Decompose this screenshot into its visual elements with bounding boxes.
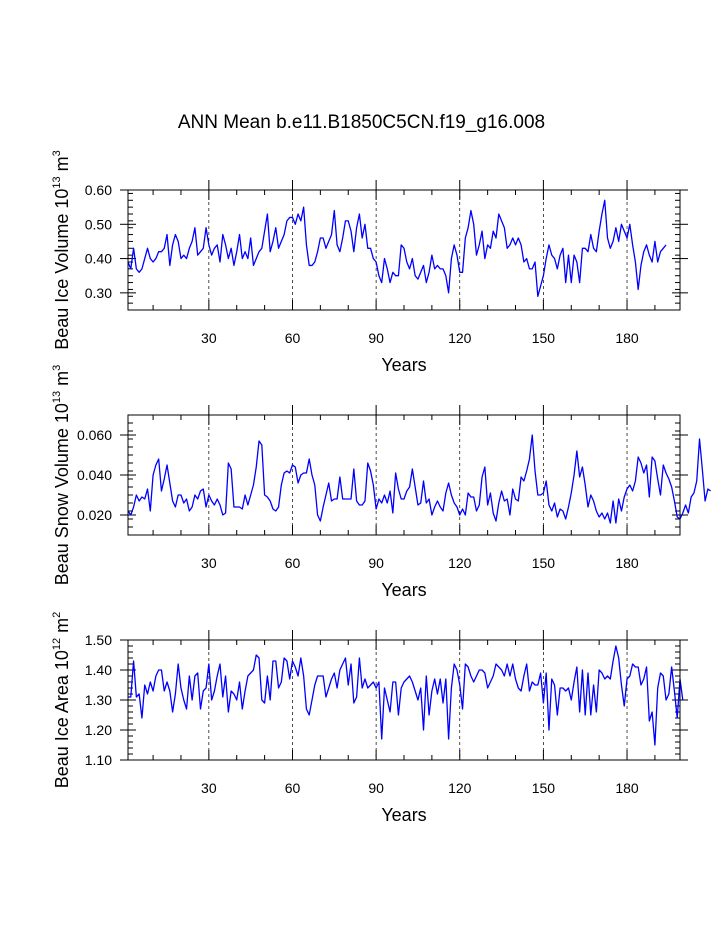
x-tick-label: 120 xyxy=(448,330,472,346)
series-line xyxy=(127,434,712,524)
chart-panel-3: 30 60 90 120 150 180 1.10 1.20 1.30 1.40 1.50 Years… xyxy=(51,612,688,825)
page-title: ANN Mean b.e11.B1850C5CN.f19_g16.008 xyxy=(177,112,546,133)
x-tick-label: 90 xyxy=(368,555,384,571)
chart-panel-1: 30 60 90 120 150 180 0.30 0.40 0.50 0.60 Years Beau… xyxy=(51,150,688,375)
y-tick-label: 0.40 xyxy=(85,251,112,267)
y-tick-label: 0.020 xyxy=(77,507,112,523)
plot-frame xyxy=(127,189,681,311)
x-tick-label: 120 xyxy=(448,555,472,571)
y-axis-label: Beau Snow Volume 1013 m3 xyxy=(51,365,72,586)
x-axis-label: Years xyxy=(381,580,426,600)
y-tick-label: 0.060 xyxy=(77,427,112,443)
x-tick-label: 60 xyxy=(285,330,301,346)
y-tick-label: 0.60 xyxy=(85,182,112,198)
y-tick-label: 0.50 xyxy=(85,216,112,232)
x-tick-label: 180 xyxy=(615,330,639,346)
y-tick-label: 1.50 xyxy=(85,632,112,648)
y-tick-label: 1.30 xyxy=(85,692,112,708)
y-tick-label: 0.040 xyxy=(77,467,112,483)
x-tick-label: 150 xyxy=(532,330,556,346)
y-tick-label: 1.20 xyxy=(85,722,112,738)
y-tick-label: 1.40 xyxy=(85,662,112,678)
y-axis-label: Beau Ice Volume 1013 m3 xyxy=(51,150,72,350)
x-tick-label: 150 xyxy=(532,555,556,571)
series-line xyxy=(128,645,684,746)
x-tick-label: 180 xyxy=(615,555,639,571)
y-tick-label: 1.10 xyxy=(85,752,112,768)
x-tick-label: 180 xyxy=(615,780,639,796)
x-tick-label: 60 xyxy=(285,555,301,571)
x-tick-label: 120 xyxy=(448,780,472,796)
x-tick-label: 90 xyxy=(368,330,384,346)
x-tick-label: 90 xyxy=(368,780,384,796)
x-tick-label: 30 xyxy=(201,780,217,796)
plot-frame xyxy=(127,639,681,761)
y-axis-label: Beau Ice Area 1012 m2 xyxy=(51,612,72,788)
series-line xyxy=(127,199,667,297)
plot-frame xyxy=(127,414,681,536)
x-tick-label: 150 xyxy=(532,780,556,796)
x-axis-label: Years xyxy=(381,805,426,825)
chart-panel-2: 30 60 90 120 150 180 0.020 0.040 0.060 Years Beau … xyxy=(51,365,712,600)
x-tick-label: 30 xyxy=(201,330,217,346)
x-tick-label: 60 xyxy=(285,780,301,796)
x-axis-label: Years xyxy=(381,355,426,375)
x-tick-label: 30 xyxy=(201,555,217,571)
y-tick-label: 0.30 xyxy=(85,285,112,301)
